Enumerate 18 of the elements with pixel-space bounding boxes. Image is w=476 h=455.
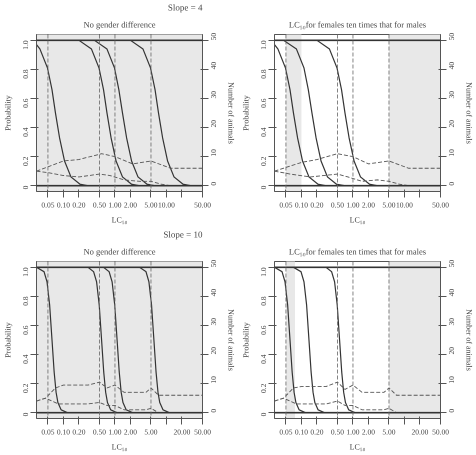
text: Slope = 4 [168,2,203,12]
y-axis-title: Probability [4,95,12,131]
y-axis-title: Probability [242,95,250,131]
chart-title: LC₅₀for females ten times that for males [288,20,426,30]
y2-axis-title: Number of animals [464,309,474,371]
text: Slope = 10 [163,230,203,240]
y2-axis-title: Number of animals [226,309,236,371]
x-axis-title: LC₅₀ [112,216,128,224]
y-axis-title: Probability [242,322,250,358]
x-axis-title: LC₅₀ [350,442,366,452]
y-axis-title: Probability [4,322,12,358]
chart-title: No gender difference [83,246,156,256]
x-axis-title: LC₅₀ [112,442,128,452]
chart-title: LC₅₀for females ten times that for males [288,246,426,256]
chart-title: No gender difference [83,20,156,30]
y2-axis-title: Number of animals [464,82,474,144]
x-axis-title: LC₅₀ [350,216,366,224]
y2-axis-title: Number of animals [226,82,236,144]
